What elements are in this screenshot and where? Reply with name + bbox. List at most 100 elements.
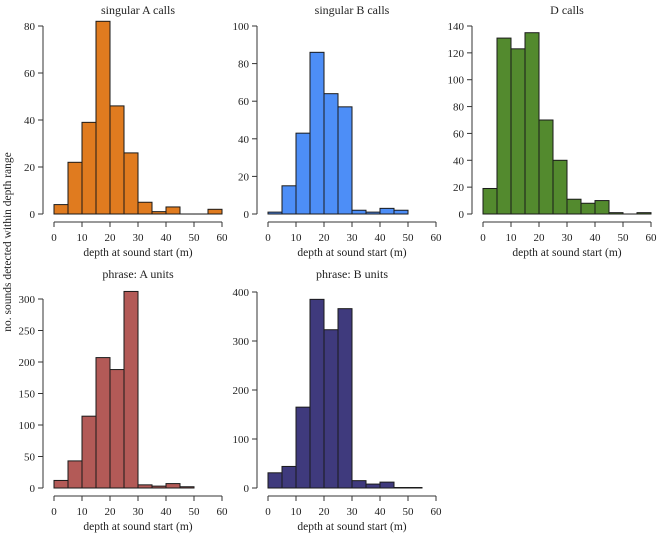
histogram-bar bbox=[95, 357, 111, 489]
x-axis-label: depth at sound start (m) bbox=[297, 521, 406, 533]
x-tick-label: 30 bbox=[133, 506, 145, 518]
x-tick-label: 10 bbox=[291, 232, 303, 244]
histogram-bar bbox=[53, 204, 69, 215]
x-tick-label: 0 bbox=[51, 232, 57, 244]
x-tick-label: 50 bbox=[618, 232, 630, 244]
x-tick-label: 50 bbox=[403, 506, 415, 518]
x-tick-label: 50 bbox=[403, 232, 415, 244]
histogram-bar bbox=[137, 484, 153, 489]
histogram-bar bbox=[67, 460, 83, 489]
x-tick-label: 10 bbox=[291, 506, 303, 518]
histogram-bar bbox=[524, 32, 540, 215]
histogram-bar bbox=[309, 51, 325, 215]
histogram-bar bbox=[267, 211, 283, 215]
panel-3: D calls 0 20 40 60 80 100 120 140 0 10 20 30 40 50 60 de… bbox=[448, 3, 657, 259]
y-tick-label: 60 bbox=[238, 96, 250, 108]
y-tick-label: 0 bbox=[244, 209, 250, 221]
y-tick-label: 60 bbox=[24, 68, 36, 80]
histogram-bar bbox=[151, 211, 167, 215]
histogram-bar bbox=[281, 465, 297, 489]
y-tick-label: 100 bbox=[233, 434, 250, 446]
panel-title: singular A calls bbox=[101, 3, 175, 17]
histogram-bar bbox=[323, 93, 339, 215]
y-tick-label: 100 bbox=[19, 420, 36, 432]
histogram-bar bbox=[151, 485, 167, 489]
histogram-bar bbox=[109, 105, 125, 215]
histogram-bar bbox=[165, 206, 181, 215]
y-tick-label: 0 bbox=[459, 209, 465, 221]
x-tick-label: 10 bbox=[77, 232, 89, 244]
y-tick-label: 400 bbox=[233, 287, 250, 299]
x-tick-label: 0 bbox=[265, 506, 271, 518]
y-tick-label: 20 bbox=[238, 171, 250, 183]
y-tick-label: 60 bbox=[453, 128, 465, 140]
panel-title: phrase: B units bbox=[316, 267, 388, 281]
histogram-bar bbox=[295, 406, 311, 489]
histogram-bar bbox=[309, 298, 325, 489]
histogram-bar bbox=[81, 415, 97, 489]
y-tick-label: 250 bbox=[19, 326, 36, 338]
histogram-bar bbox=[95, 20, 111, 215]
y-axis-label: no. sounds detected within depth range bbox=[2, 152, 14, 332]
x-tick-label: 0 bbox=[480, 232, 486, 244]
histogram-bar bbox=[179, 486, 195, 489]
histogram-bar bbox=[379, 207, 395, 215]
x-tick-label: 20 bbox=[105, 506, 117, 518]
histogram-bar bbox=[393, 209, 409, 215]
histogram-bar bbox=[295, 132, 311, 215]
y-tick-label: 200 bbox=[233, 385, 250, 397]
x-tick-label: 30 bbox=[562, 232, 574, 244]
histogram-bar bbox=[123, 152, 139, 215]
x-axis-label: depth at sound start (m) bbox=[83, 521, 192, 533]
x-tick-label: 40 bbox=[590, 232, 602, 244]
x-axis-label: depth at sound start (m) bbox=[512, 247, 621, 259]
y-tick-label: 300 bbox=[19, 294, 36, 306]
histogram-bar bbox=[379, 481, 395, 489]
histogram-bar bbox=[566, 198, 582, 215]
histogram-bar bbox=[496, 37, 512, 215]
x-tick-label: 30 bbox=[347, 232, 359, 244]
x-tick-label: 40 bbox=[161, 506, 173, 518]
histogram-bar bbox=[67, 161, 83, 215]
y-tick-label: 0 bbox=[30, 483, 36, 495]
y-tick-label: 40 bbox=[24, 115, 36, 127]
histogram-bar bbox=[323, 329, 339, 489]
y-tick-label: 80 bbox=[453, 102, 465, 114]
x-tick-label: 0 bbox=[51, 506, 57, 518]
histogram-bar bbox=[538, 119, 554, 215]
x-tick-label: 20 bbox=[319, 232, 331, 244]
y-tick-label: 120 bbox=[448, 48, 465, 60]
x-tick-label: 30 bbox=[133, 232, 145, 244]
histogram-bar bbox=[608, 212, 624, 215]
histogram-bar bbox=[137, 201, 153, 215]
y-tick-label: 40 bbox=[238, 134, 250, 146]
histogram-bar bbox=[81, 121, 97, 215]
panel-title: singular B calls bbox=[315, 3, 390, 17]
y-tick-label: 80 bbox=[238, 59, 250, 71]
y-tick-label: 100 bbox=[448, 75, 465, 87]
histogram-bar bbox=[552, 159, 568, 215]
x-tick-label: 10 bbox=[77, 506, 89, 518]
histogram-bar bbox=[482, 187, 498, 215]
y-tick-label: 100 bbox=[233, 21, 250, 33]
x-tick-label: 50 bbox=[189, 232, 201, 244]
histogram-bar bbox=[207, 208, 223, 215]
x-tick-label: 20 bbox=[105, 232, 117, 244]
histogram-bar bbox=[580, 202, 596, 215]
histogram-bar bbox=[337, 106, 353, 215]
panel-title: D calls bbox=[550, 3, 584, 17]
histogram-bar bbox=[281, 185, 297, 215]
histogram-bar bbox=[351, 480, 367, 489]
histogram-bar bbox=[53, 479, 69, 489]
y-tick-label: 150 bbox=[19, 389, 36, 401]
x-tick-label: 60 bbox=[431, 232, 443, 244]
histogram-bar bbox=[123, 290, 139, 489]
x-tick-label: 0 bbox=[265, 232, 271, 244]
y-tick-label: 0 bbox=[30, 209, 36, 221]
panel-1: singular A calls 0 20 40 60 80 0 10 20 30 40 50 60 de… bbox=[24, 3, 228, 259]
y-tick-label: 20 bbox=[24, 162, 36, 174]
panel-2: singular B calls 0 20 40 60 80 100 0 10 20 30 40 50 6… bbox=[233, 3, 443, 259]
x-tick-label: 40 bbox=[375, 506, 387, 518]
panel-title: phrase: A units bbox=[102, 267, 174, 281]
